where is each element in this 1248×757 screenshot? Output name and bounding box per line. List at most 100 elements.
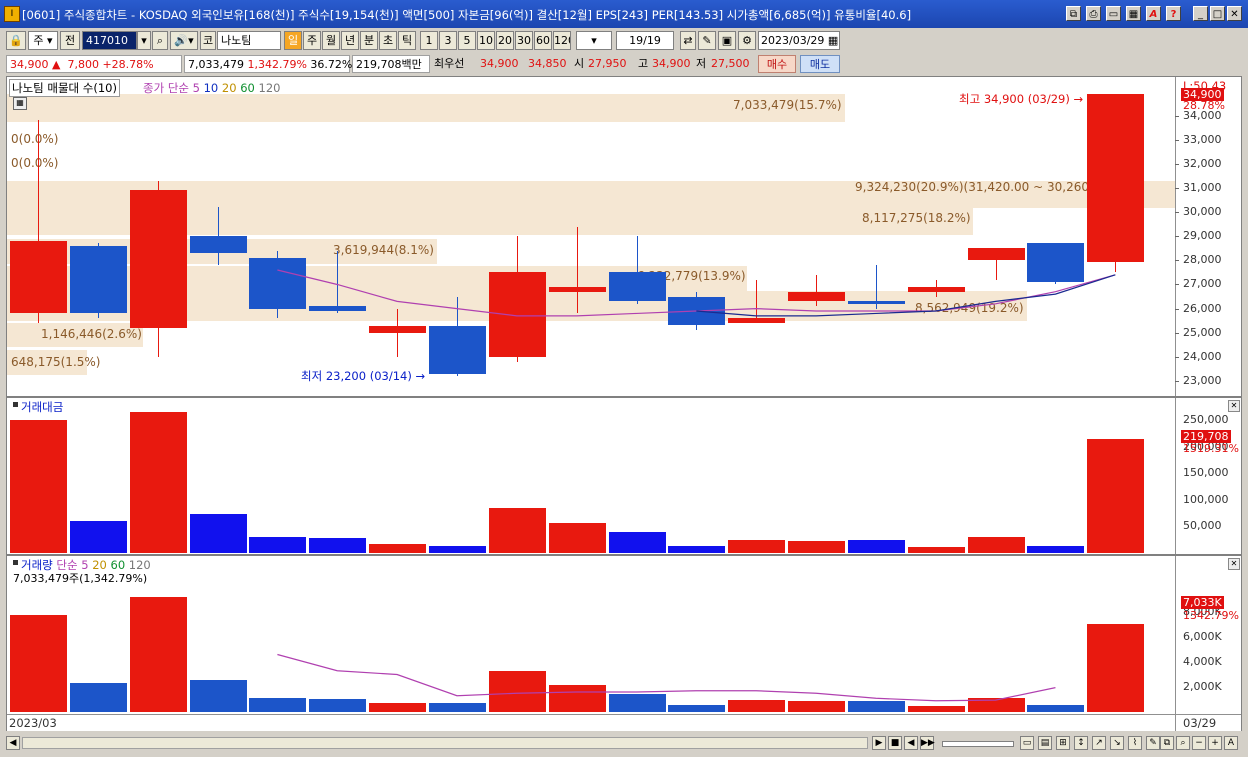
candle[interactable]: [1087, 93, 1145, 262]
help-icon[interactable]: ?: [1166, 6, 1181, 21]
interval-5[interactable]: 5: [458, 31, 476, 50]
price-panel[interactable]: 7,033,479(15.7%) 0(0.0%) 0(0.0%) 9,324,230(…: [7, 77, 1241, 396]
candle[interactable]: [967, 248, 1025, 261]
interval-10[interactable]: 10: [477, 31, 495, 50]
candle[interactable]: [69, 245, 127, 314]
candle[interactable]: [488, 272, 546, 357]
volume-bar[interactable]: [1027, 705, 1085, 712]
volume-bar[interactable]: [608, 693, 666, 712]
candle[interactable]: [608, 272, 666, 302]
volume-bar[interactable]: [10, 614, 67, 712]
trade-value-bar[interactable]: [129, 412, 187, 553]
trade-value-bar[interactable]: [428, 545, 486, 553]
volume-bar[interactable]: [907, 706, 965, 712]
price-panel-title[interactable]: 나노팀 매물대 수(10): [9, 79, 120, 97]
trade-value-bar[interactable]: [907, 546, 965, 553]
trade-value-bar[interactable]: [369, 544, 427, 553]
trade-value-title[interactable]: 거래대금: [21, 400, 64, 414]
sell-button[interactable]: 매도: [800, 55, 840, 73]
candle[interactable]: [369, 325, 427, 333]
trade-value-bar[interactable]: [69, 521, 127, 553]
candle[interactable]: [548, 286, 606, 292]
panel-close-icon[interactable]: ✕: [1228, 558, 1240, 570]
volume-bar[interactable]: [249, 697, 307, 712]
tool-icon-6[interactable]: ↘: [1110, 736, 1124, 750]
candle[interactable]: [1027, 243, 1085, 283]
volume-bar[interactable]: [69, 683, 127, 712]
trade-value-bar[interactable]: [728, 539, 786, 553]
panel-divider-2[interactable]: [7, 554, 1241, 556]
market-select[interactable]: 주 ▾: [28, 31, 58, 50]
ma-legend[interactable]: 종가 단순 5 10 20 60 120: [143, 80, 280, 96]
chart-area[interactable]: 7,033,479(15.7%) 0(0.0%) 0(0.0%) 9,324,230(…: [6, 76, 1242, 731]
horizontal-scrollbar[interactable]: [22, 737, 868, 749]
link-icon[interactable]: ⧉: [1066, 6, 1081, 21]
tool-icon-3[interactable]: ⊞: [1056, 736, 1070, 750]
zoom-slider[interactable]: [942, 741, 1014, 747]
volume-bar[interactable]: [967, 698, 1025, 712]
candle[interactable]: [309, 306, 367, 311]
candle[interactable]: [129, 190, 187, 328]
candle[interactable]: [788, 291, 846, 302]
tool-icon-1[interactable]: ▭: [1020, 736, 1034, 750]
window-icon[interactable]: ▭: [1106, 6, 1121, 21]
panel-divider[interactable]: [7, 396, 1241, 398]
tab-period-0[interactable]: 일: [284, 31, 302, 50]
tab-period-1[interactable]: 주: [303, 31, 321, 50]
volume-bar[interactable]: [788, 700, 846, 712]
speaker-icon[interactable]: 🔊▾: [170, 31, 198, 50]
code-dropdown-icon[interactable]: ▾: [137, 31, 151, 50]
volume-legend[interactable]: 거래량 단순 5 20 60 120: [21, 557, 151, 573]
candle[interactable]: [189, 236, 247, 254]
tab-period-2[interactable]: 월: [322, 31, 340, 50]
text-icon[interactable]: A: [1224, 736, 1238, 750]
volume-bar[interactable]: [488, 670, 546, 712]
save-icon[interactable]: ▣: [718, 31, 736, 50]
trade-value-bar[interactable]: [847, 539, 905, 553]
trade-value-bar[interactable]: [967, 537, 1025, 553]
trade-value-bar[interactable]: [608, 531, 666, 553]
tab-period-4[interactable]: 분: [360, 31, 378, 50]
trade-value-panel[interactable]: 250,000 200,000 150,000 100,000 50,000 거래대금 …: [7, 398, 1241, 554]
volume-bar[interactable]: [728, 700, 786, 712]
buy-button[interactable]: 매수: [758, 55, 796, 73]
trade-value-bar[interactable]: [189, 514, 247, 553]
tool-icon-7[interactable]: ⌇: [1128, 736, 1142, 750]
volume-bar[interactable]: [189, 679, 247, 712]
interval-select[interactable]: ▾: [576, 31, 612, 50]
search-icon[interactable]: ⌕: [152, 31, 168, 50]
code-input[interactable]: 417010: [82, 31, 137, 50]
zoom-icon[interactable]: ⌕: [1176, 736, 1190, 750]
volume-bar[interactable]: [1087, 624, 1145, 712]
fast-forward-icon[interactable]: ▶▶: [920, 736, 935, 750]
candle[interactable]: [728, 318, 786, 324]
tool-icon-2[interactable]: ▤: [1038, 736, 1052, 750]
zoom-in-icon[interactable]: +: [1208, 736, 1222, 750]
trade-value-bar[interactable]: [488, 508, 546, 553]
minimize-button[interactable]: _: [1193, 6, 1208, 21]
volume-panel[interactable]: 8,000K 6,000K 4,000K 2,000K 거래량 단순 5 20 60 …: [7, 556, 1241, 714]
trade-value-bar[interactable]: [1087, 439, 1145, 553]
font-icon[interactable]: A: [1146, 6, 1161, 21]
volume-bar[interactable]: [847, 700, 905, 712]
candle[interactable]: [10, 241, 67, 314]
tool-icon-4[interactable]: ↕: [1074, 736, 1088, 750]
lock-icon[interactable]: 🔒: [6, 31, 26, 50]
tab-period-6[interactable]: 틱: [398, 31, 416, 50]
interval-60[interactable]: 60: [534, 31, 552, 50]
stop-icon[interactable]: ■: [888, 736, 902, 750]
trade-value-bar[interactable]: [548, 522, 606, 553]
prev-button[interactable]: 전: [60, 31, 80, 50]
scroll-left-icon[interactable]: ◀: [6, 736, 20, 750]
volume-bar[interactable]: [428, 703, 486, 712]
page-count[interactable]: 19/19: [616, 31, 674, 50]
tab-period-5[interactable]: 초: [379, 31, 397, 50]
copy-icon[interactable]: ⧉: [1160, 736, 1174, 750]
save-screen-icon[interactable]: ⎙: [1086, 6, 1101, 21]
tool-icon-5[interactable]: ↗: [1092, 736, 1106, 750]
candle[interactable]: [907, 286, 965, 292]
volume-bar[interactable]: [369, 703, 427, 712]
interval-120[interactable]: 120: [553, 31, 571, 50]
volume-bar[interactable]: [668, 705, 726, 712]
stock-name-field[interactable]: 나노팀: [217, 31, 281, 50]
